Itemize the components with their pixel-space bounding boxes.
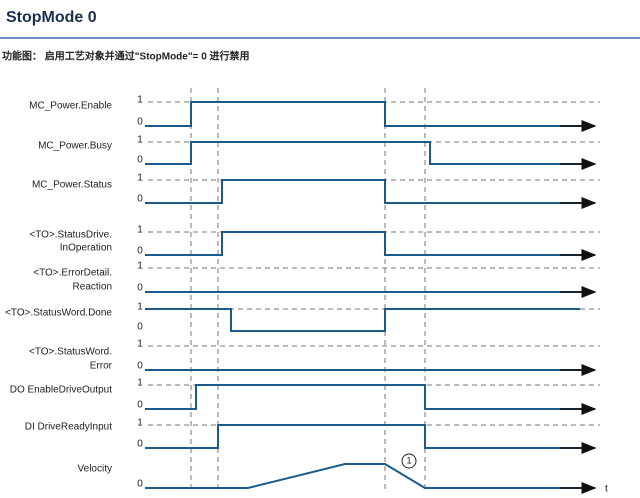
signal-label: DO EnableDriveOutput [10,385,112,396]
level-high: 1 [137,302,143,313]
title: StopMode 0 [6,9,97,26]
signal-label: Velocity [78,464,112,475]
level-high: 1 [137,261,143,272]
signal-label: <TO>.StatusWord. [29,347,112,358]
level-low: 0 [137,361,143,372]
level-low: 0 [137,479,143,490]
level-high: 1 [137,225,143,236]
signal-label: <TO>.StatusDrive. [29,230,112,241]
level-high: 1 [137,339,143,350]
signal-label: MC_Power.Status [32,180,112,191]
marker-label: 1 [406,455,411,465]
waveform [145,424,594,449]
level-high: 1 [137,378,143,389]
level-low: 0 [137,155,143,166]
level-low: 0 [137,439,143,450]
signal-label: DI DriveReadyInput [25,422,112,433]
level-low: 0 [137,400,143,411]
waveform [145,384,594,410]
waveform [145,101,594,127]
level-low: 0 [137,322,143,333]
waveform [145,179,594,204]
signal-label: MC_Power.Enable [29,101,112,112]
waveform [145,308,580,332]
signal-label: <TO>.StatusWord.Done [5,308,112,319]
level-low: 0 [137,194,143,205]
waveform [145,231,594,256]
level-high: 1 [137,135,143,146]
signal-label: MC_Power.Busy [38,141,112,152]
signal-label: InOperation [60,243,112,254]
level-low: 0 [137,283,143,294]
level-high: 1 [137,418,143,429]
signal-label: Reaction [73,282,112,293]
signal-label: Error [90,361,113,372]
signal-label: <TO>.ErrorDetail. [33,268,112,279]
subtitle: 功能图： 启用工艺对象并通过"StopMode"= 0 进行禁用 [2,50,250,63]
level-high: 1 [137,173,143,184]
time-markers [190,88,426,492]
level-low: 0 [137,117,143,128]
axis-label: t [605,484,608,495]
marker-circle [401,453,417,469]
level-high: 1 [137,95,143,106]
waveform [145,141,594,165]
waveform [145,463,594,489]
level-low: 0 [137,246,143,257]
